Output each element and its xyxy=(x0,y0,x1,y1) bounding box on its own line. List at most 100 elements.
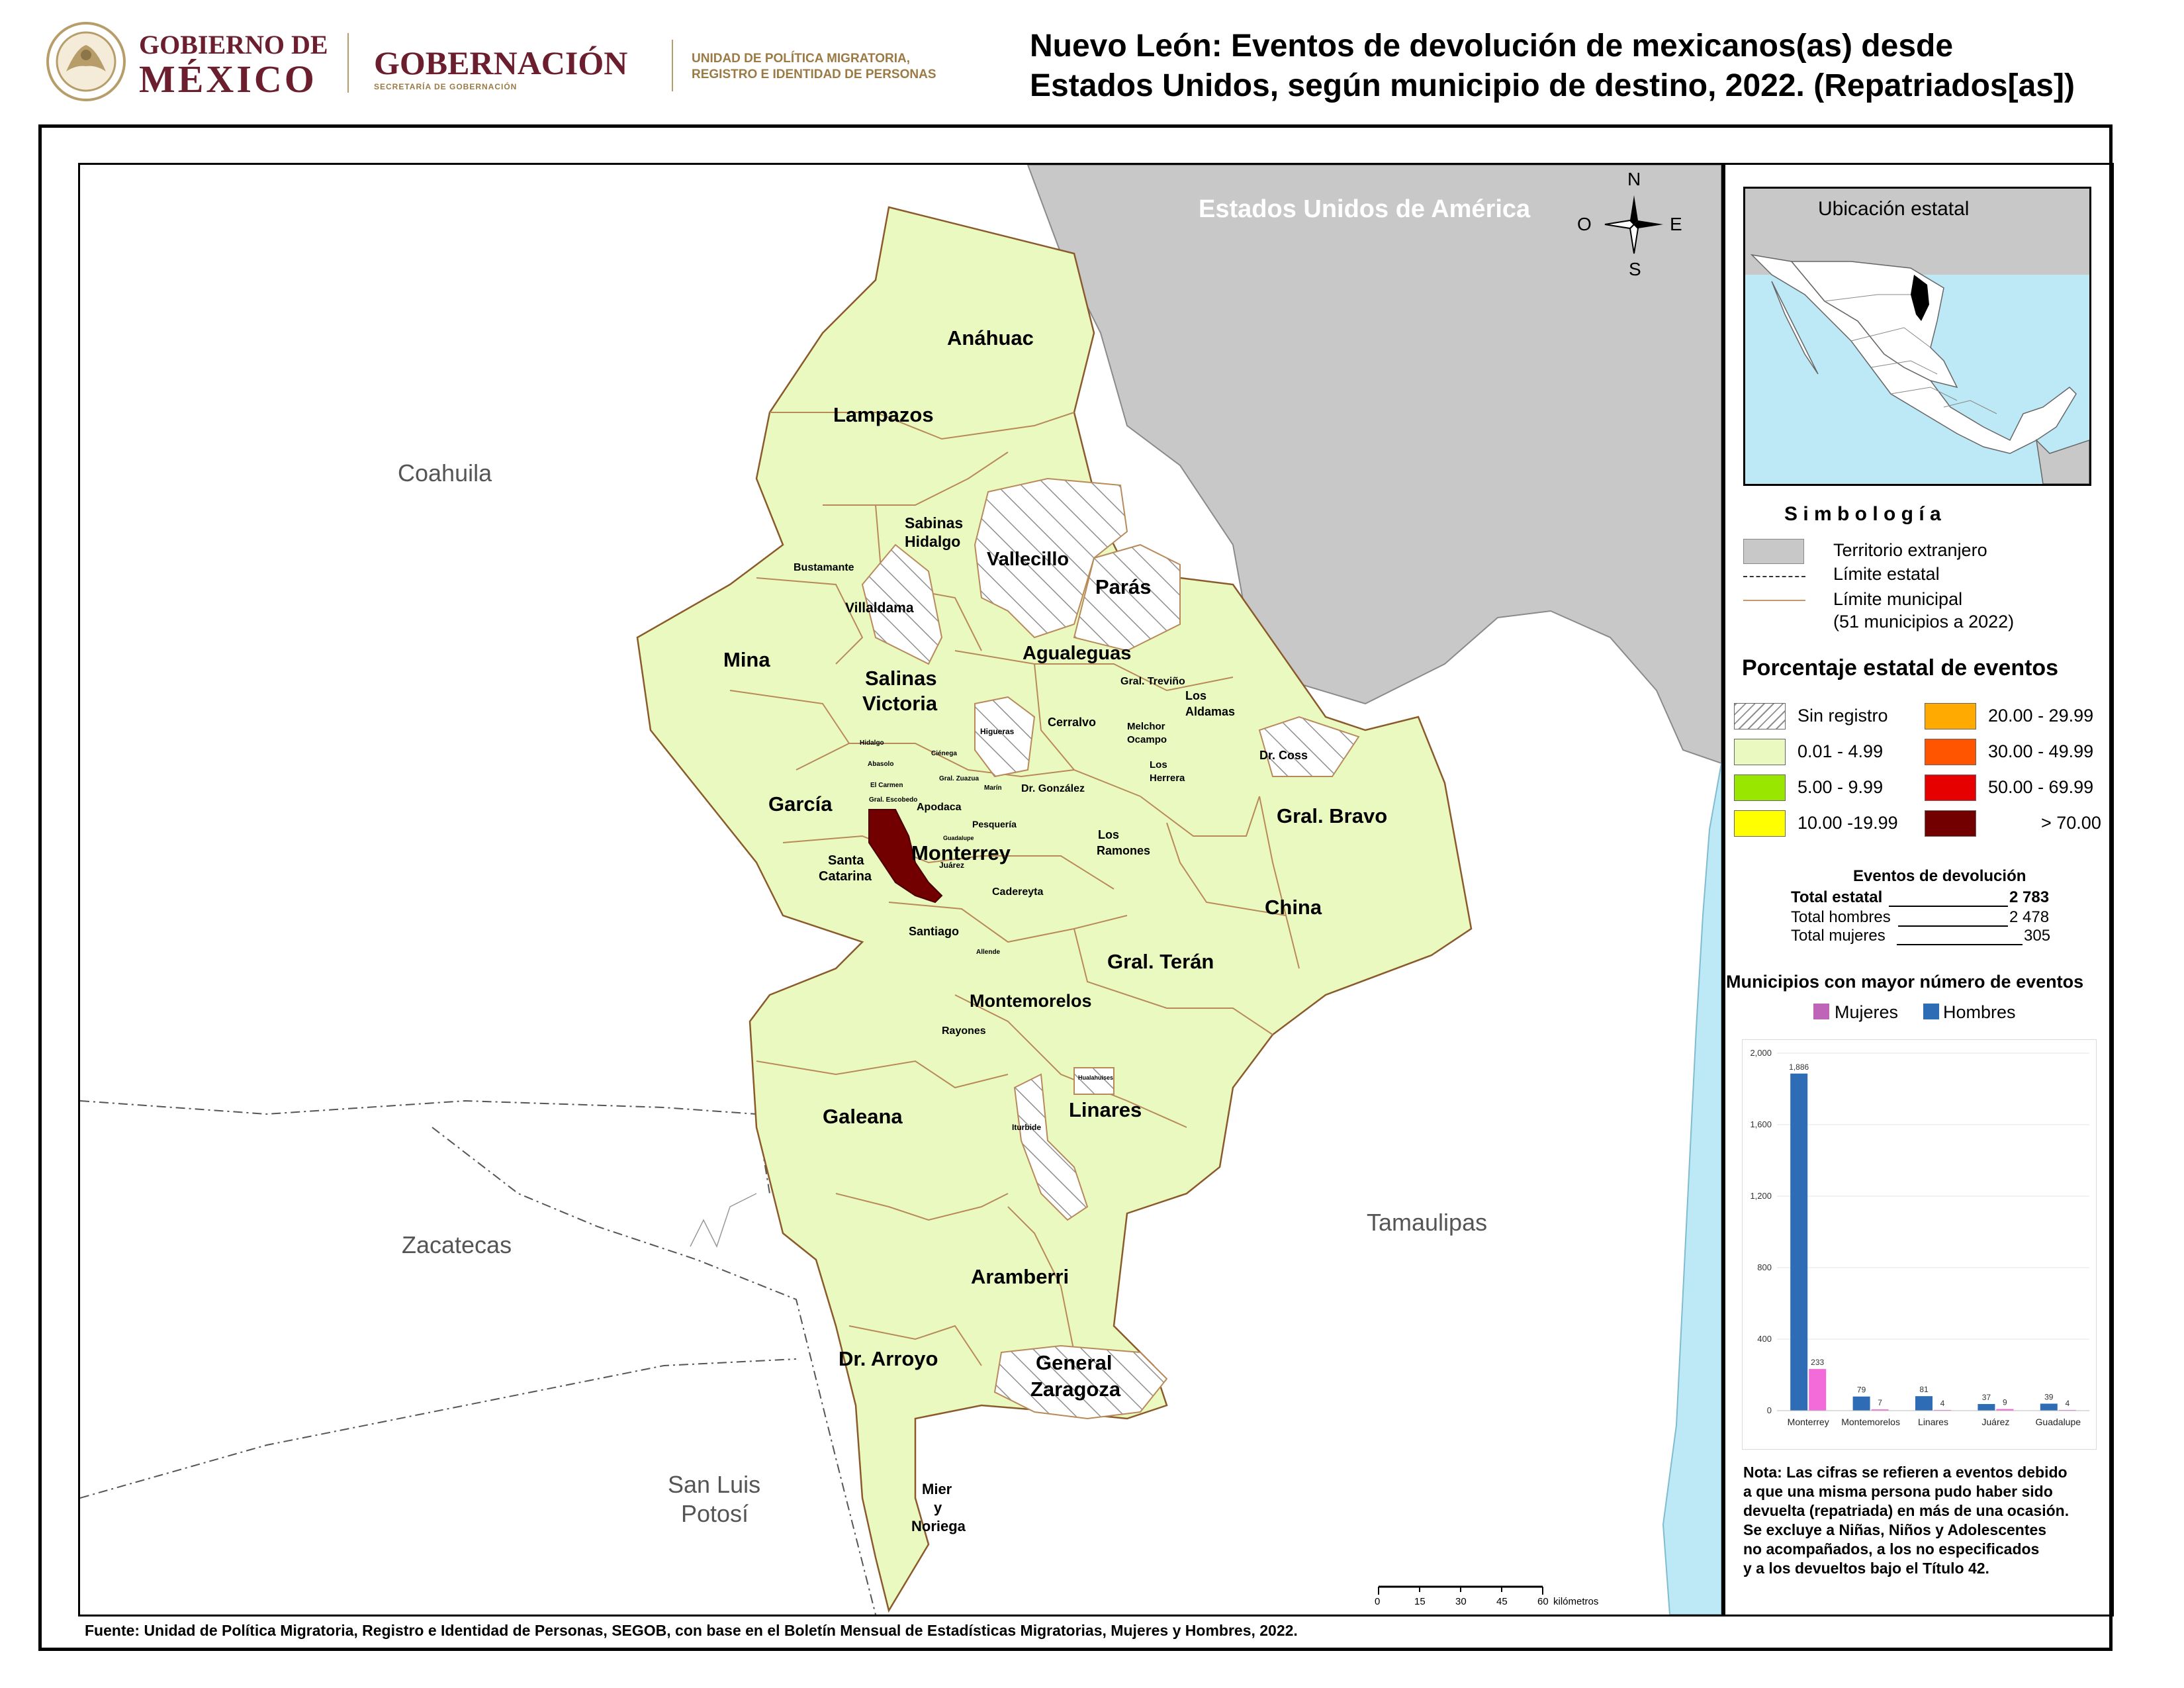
national-seal-icon xyxy=(46,22,126,101)
legend-swatch-4 xyxy=(1925,703,1976,729)
bar-mujeres-3 xyxy=(1996,1409,2014,1411)
inset-map: Ubicación estatal xyxy=(1743,187,2091,486)
state-label-slp-2: Potosí xyxy=(681,1500,749,1527)
legend-men-swatch xyxy=(1923,1004,1939,1019)
label-sabinas-1: Sabinas xyxy=(905,514,964,532)
monterrey-area xyxy=(868,809,943,904)
hualahuises-area xyxy=(1073,1067,1115,1095)
data-label-hombres-3: 37 xyxy=(1982,1393,1991,1402)
legend-swatch-1 xyxy=(1734,739,1786,765)
map-canvas xyxy=(80,165,1721,1615)
label-melchor-2: Ocampo xyxy=(1127,734,1167,745)
label-drarroyo: Dr. Arroyo xyxy=(839,1347,938,1370)
data-label-hombres-4: 39 xyxy=(2044,1392,2054,1401)
legend-swatch-6 xyxy=(1925,774,1976,801)
state-limit-slp xyxy=(80,1358,797,1499)
legend-label-4: 20.00 - 29.99 xyxy=(1988,706,2094,726)
label-allende: Allende xyxy=(976,949,1001,956)
nuevo-leon-state xyxy=(636,206,1473,1613)
state-label-coahuila: Coahuila xyxy=(398,459,492,487)
label-zaragoza-2: Zaragoza xyxy=(1030,1378,1121,1401)
note-line-2: a que una misma persona pudo haber sido xyxy=(1743,1483,2053,1500)
label-cadereyta: Cadereyta xyxy=(992,886,1044,898)
note-line-6: y a los devueltos bajo el Título 42. xyxy=(1743,1560,1989,1577)
data-label-hombres-2: 81 xyxy=(1919,1385,1929,1394)
municipal-count-label: (51 municipios a 2022) xyxy=(1833,612,2015,632)
usa-label: Estados Unidos de América xyxy=(1199,195,1531,223)
label-herreras-2: Herrera xyxy=(1150,773,1185,784)
legend-label-0: Sin registro xyxy=(1797,706,1888,726)
gob-line2: MÉXICO xyxy=(139,58,317,101)
compass-o: O xyxy=(1577,214,1592,234)
label-cienega: Ciénega xyxy=(931,750,957,757)
legend-swatch-7 xyxy=(1925,810,1976,837)
legend-women-swatch xyxy=(1813,1004,1829,1019)
label-aldamas-1: Los xyxy=(1185,689,1207,702)
data-label-mujeres-2: 4 xyxy=(1940,1399,1945,1408)
compass-e: E xyxy=(1670,214,1682,234)
x-tick-label-1: Montemorelos xyxy=(1841,1417,1900,1427)
total-label: Total estatal xyxy=(1791,888,1883,906)
y-tick-label-1: 400 xyxy=(1757,1334,1772,1344)
data-label-mujeres-3: 9 xyxy=(2003,1398,2007,1407)
data-label-hombres-1: 79 xyxy=(1857,1385,1866,1395)
vallecillo-area xyxy=(974,477,1128,639)
symbology-title: S i m b o l o g í a xyxy=(1784,503,1941,525)
gob-line1: GOBIERNO DE xyxy=(139,30,328,60)
data-label-hombres-0: 1,886 xyxy=(1789,1062,1809,1072)
data-label-mujeres-4: 4 xyxy=(2065,1399,2070,1408)
y-tick-label-4: 1,600 xyxy=(1750,1119,1772,1129)
foreign-territory-swatch xyxy=(1743,539,1804,564)
label-linares: Linares xyxy=(1069,1098,1142,1121)
label-mier-3: Noriega xyxy=(911,1518,966,1534)
legend-label-1: 0.01 - 4.99 xyxy=(1797,741,1884,761)
state-label-zacatecas: Zacatecas xyxy=(402,1231,512,1258)
legend-swatch-5 xyxy=(1925,739,1976,765)
percent-legend-title: Porcentaje estatal de eventos xyxy=(1742,655,2059,680)
label-mina: Mina xyxy=(723,648,770,671)
label-santiago: Santiago xyxy=(909,925,960,938)
label-higueras: Higueras xyxy=(980,727,1015,736)
villaldama-area xyxy=(861,543,943,665)
label-zuazua: Gral. Zuazua xyxy=(939,775,979,782)
label-agualeguas: Agualeguas xyxy=(1023,643,1132,664)
label-juarez: Juárez xyxy=(939,861,965,870)
legend-label-7: > 70.00 xyxy=(2041,813,2101,833)
label-monterrey: Monterrey xyxy=(911,841,1011,865)
men-label: Total hombres xyxy=(1791,908,1891,926)
label-herreras-1: Los xyxy=(1150,759,1167,771)
legend-label-5: 30.00 - 49.99 xyxy=(1988,741,2094,761)
data-label-mujeres-1: 7 xyxy=(1878,1398,1882,1407)
label-ramones-1: Los xyxy=(1098,828,1120,841)
data-label-mujeres-0: 233 xyxy=(1811,1358,1824,1367)
bar-hombres-1 xyxy=(1852,1396,1870,1411)
label-gralteran: Gral. Terán xyxy=(1107,950,1214,973)
label-pesqueria: Pesquería xyxy=(972,819,1017,829)
unidad-line2: REGISTRO E IDENTIDAD DE PERSONAS xyxy=(692,68,936,81)
header-divider-2 xyxy=(672,40,673,91)
scale-tick-15: 15 xyxy=(1414,1596,1426,1607)
y-tick-label-0: 0 xyxy=(1767,1405,1772,1415)
map-title-line1: Nuevo León: Eventos de devolución de mex… xyxy=(1030,28,1954,64)
bar-hombres-0 xyxy=(1790,1073,1808,1411)
y-tick-label-2: 800 xyxy=(1757,1262,1772,1272)
bar-mujeres-2 xyxy=(1934,1409,1951,1411)
label-hidalgo: Hidalgo xyxy=(860,739,884,747)
x-tick-label-2: Linares xyxy=(1918,1417,1948,1427)
label-drcoss: Dr. Coss xyxy=(1259,749,1308,762)
x-tick-label-0: Monterrey xyxy=(1788,1417,1829,1427)
x-tick-label-4: Guadalupe xyxy=(2036,1417,2081,1427)
map-panel: Estados Unidos de América Coahuila Zacat… xyxy=(78,163,1723,1617)
usa-territory xyxy=(1026,165,1721,765)
state-limit-zacatecas xyxy=(432,1127,876,1615)
note-line-1: Nota: Las cifras se refieren a eventos d… xyxy=(1743,1464,2068,1481)
map-title-line2: Estados Unidos, según municipio de desti… xyxy=(1030,68,2075,103)
compass-s: S xyxy=(1629,259,1641,279)
bar-hombres-4 xyxy=(2040,1403,2058,1411)
label-rayones: Rayones xyxy=(942,1025,986,1037)
bar-mujeres-4 xyxy=(2058,1409,2076,1411)
gobernacion-label: GOBERNACIÓN xyxy=(374,44,628,81)
label-montemorelos: Montemorelos xyxy=(970,991,1092,1011)
chart-note: Nota: Las cifras se refieren a eventos d… xyxy=(1743,1463,2101,1578)
y-tick-label-3: 1,200 xyxy=(1750,1191,1772,1201)
